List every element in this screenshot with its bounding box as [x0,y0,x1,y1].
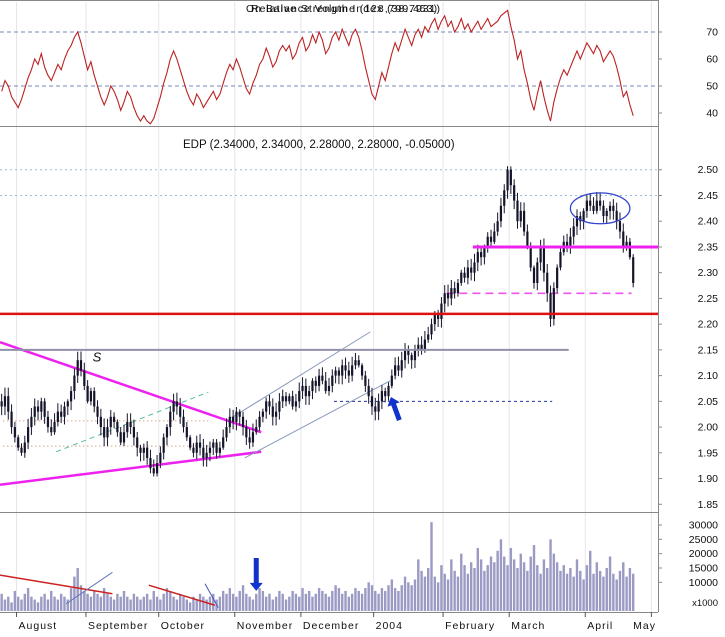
month-label: April [587,620,613,632]
price-axis-label: 2.00 [698,422,719,434]
blue-cross-line [65,571,113,605]
month-label: December [303,620,359,632]
rsi-line [1,9,634,125]
price-axis-label: 2.35 [698,241,719,253]
volume-axis-label: 10000 [689,577,718,589]
rsi-axis-label: 70 [706,27,718,39]
wedge-upper [0,340,262,434]
price-axis-label: 2.05 [698,396,719,408]
price-axis-label: 2.40 [698,216,719,228]
volume-unit-label: x1000 [692,598,718,609]
teal-dashed-rising [56,391,209,453]
price-axis-label: 2.20 [698,319,719,331]
price-axis-label: 2.30 [698,267,719,279]
price-axis-label: 2.15 [698,344,719,356]
candlesticks [0,166,635,477]
wedge-lower [0,450,262,486]
month-gridlines [16,2,652,612]
highlight-ellipse [569,192,631,225]
price-underlays [0,169,658,486]
volume-axis-label: 15000 [689,563,718,575]
blue-down-arrow [249,557,263,591]
rsi-indicator-title: Relative Strength Index (38.7931) [251,3,442,15]
rsi-axis-label: 60 [706,54,718,66]
red-downtrend-1 [0,574,113,595]
price-axis-label: 2.45 [698,190,719,202]
price-axis-label: 2.10 [698,370,719,382]
price-chart-title: EDP (2.34000, 2.34000, 2.28000, 2.28000,… [183,139,455,151]
volume-axis-label: 25000 [689,534,718,546]
month-label: September [88,620,148,632]
price-axis-label: 2.25 [698,293,719,305]
volume-bars [0,522,635,611]
channel-lower [244,380,391,459]
month-label: March [511,620,545,632]
month-label: August [19,620,58,632]
red-downtrend-2 [148,584,216,606]
volume-axis-label: 20000 [689,548,718,560]
month-label: February [445,620,495,632]
rsi-axis-label: 50 [706,81,718,93]
channel-upper [231,331,371,419]
axis-labels: 70 60 50 40 2.50 2.45 2.40 2.35 2.30 2.25 2.20 2.15… [16,27,719,632]
obv-indicator-title: On Balance Volume (128,799.453) [246,3,439,15]
blue-up-arrow [387,396,402,422]
price-axis-label: 1.95 [698,447,719,459]
month-label: May [633,620,656,632]
price-axis-label: 1.85 [698,499,719,511]
rsi-axis-label: 40 [706,108,718,120]
blue-steep-line [204,583,219,608]
month-label: October [161,620,205,632]
price-axis-label: 1.90 [698,473,719,485]
annotation-label-s: S [93,350,102,365]
month-label: November [237,620,293,632]
month-label: 2004 [376,620,403,632]
price-axis-label: 2.50 [698,164,719,176]
volume-axis-label: 30000 [689,520,718,532]
